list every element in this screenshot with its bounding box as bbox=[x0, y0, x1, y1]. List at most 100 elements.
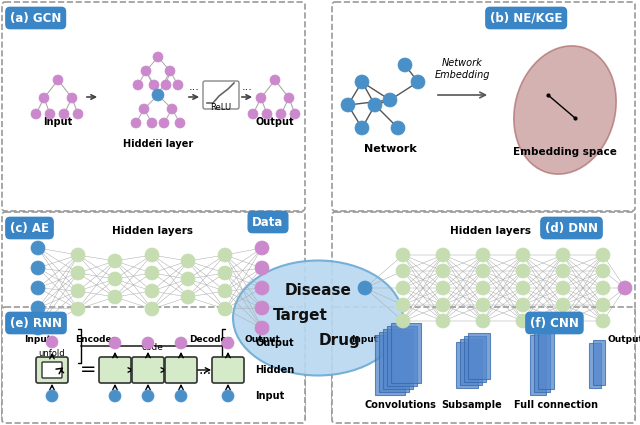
FancyBboxPatch shape bbox=[530, 335, 546, 395]
Circle shape bbox=[71, 302, 85, 316]
Circle shape bbox=[516, 264, 530, 278]
Text: Convolutions: Convolutions bbox=[364, 400, 436, 410]
Circle shape bbox=[165, 66, 175, 76]
FancyBboxPatch shape bbox=[468, 333, 490, 379]
Circle shape bbox=[71, 248, 85, 262]
Text: Hidden layers: Hidden layers bbox=[449, 226, 531, 236]
Circle shape bbox=[476, 264, 490, 278]
Circle shape bbox=[556, 248, 570, 262]
FancyBboxPatch shape bbox=[387, 326, 417, 386]
Circle shape bbox=[255, 281, 269, 295]
Text: Output: Output bbox=[244, 335, 280, 344]
Circle shape bbox=[341, 98, 355, 112]
Text: Subsample: Subsample bbox=[442, 400, 502, 410]
Circle shape bbox=[596, 248, 610, 262]
Circle shape bbox=[556, 264, 570, 278]
Circle shape bbox=[45, 109, 55, 119]
Circle shape bbox=[167, 104, 177, 114]
Text: (b) NE/KGE: (b) NE/KGE bbox=[490, 11, 563, 25]
Circle shape bbox=[596, 314, 610, 328]
Circle shape bbox=[31, 321, 45, 335]
Circle shape bbox=[71, 284, 85, 298]
Circle shape bbox=[181, 254, 195, 268]
Text: Hidden layers: Hidden layers bbox=[111, 226, 193, 236]
Circle shape bbox=[255, 321, 269, 335]
Text: Hidden layer: Hidden layer bbox=[123, 139, 193, 149]
Circle shape bbox=[516, 248, 530, 262]
Circle shape bbox=[175, 337, 187, 349]
Circle shape bbox=[109, 337, 121, 349]
Circle shape bbox=[396, 248, 410, 262]
Text: (c) AE: (c) AE bbox=[10, 221, 49, 235]
Circle shape bbox=[73, 109, 83, 119]
Text: (f) CNN: (f) CNN bbox=[530, 317, 579, 329]
FancyBboxPatch shape bbox=[332, 2, 635, 211]
Circle shape bbox=[142, 337, 154, 349]
Text: ...: ... bbox=[198, 363, 212, 377]
Circle shape bbox=[131, 118, 141, 128]
FancyBboxPatch shape bbox=[36, 357, 68, 383]
Circle shape bbox=[556, 314, 570, 328]
Circle shape bbox=[284, 93, 294, 103]
Circle shape bbox=[53, 75, 63, 85]
Text: Input: Input bbox=[255, 391, 284, 401]
Text: Target: Target bbox=[273, 308, 328, 323]
Circle shape bbox=[149, 80, 159, 90]
Text: ...: ... bbox=[241, 82, 252, 92]
Circle shape bbox=[175, 390, 187, 402]
Circle shape bbox=[222, 390, 234, 402]
Circle shape bbox=[39, 93, 49, 103]
FancyBboxPatch shape bbox=[42, 362, 62, 378]
Text: Input: Input bbox=[351, 335, 379, 344]
FancyBboxPatch shape bbox=[379, 332, 409, 392]
FancyBboxPatch shape bbox=[2, 212, 305, 421]
Circle shape bbox=[67, 93, 77, 103]
FancyBboxPatch shape bbox=[589, 343, 601, 388]
Circle shape bbox=[411, 75, 425, 89]
Circle shape bbox=[476, 248, 490, 262]
Circle shape bbox=[218, 302, 232, 316]
Text: Disease: Disease bbox=[285, 283, 351, 298]
Text: Output: Output bbox=[256, 117, 294, 127]
Circle shape bbox=[145, 302, 159, 316]
Circle shape bbox=[159, 118, 169, 128]
Circle shape bbox=[368, 98, 382, 112]
Text: ReLU: ReLU bbox=[211, 103, 232, 112]
Text: =: = bbox=[80, 360, 96, 380]
Circle shape bbox=[436, 281, 450, 295]
FancyBboxPatch shape bbox=[375, 335, 405, 395]
Circle shape bbox=[161, 80, 171, 90]
Circle shape bbox=[147, 118, 157, 128]
Text: Drug: Drug bbox=[319, 333, 361, 348]
Circle shape bbox=[276, 109, 286, 119]
Circle shape bbox=[436, 298, 450, 312]
FancyBboxPatch shape bbox=[383, 329, 413, 389]
FancyBboxPatch shape bbox=[534, 332, 550, 392]
Circle shape bbox=[71, 266, 85, 280]
Circle shape bbox=[145, 266, 159, 280]
Circle shape bbox=[396, 281, 410, 295]
Text: Embedding space: Embedding space bbox=[513, 147, 617, 157]
Circle shape bbox=[46, 336, 58, 348]
Circle shape bbox=[556, 281, 570, 295]
Ellipse shape bbox=[514, 46, 616, 174]
Circle shape bbox=[476, 298, 490, 312]
Text: Full connection: Full connection bbox=[514, 400, 598, 410]
FancyBboxPatch shape bbox=[99, 357, 131, 383]
Text: Input: Input bbox=[44, 117, 72, 127]
Circle shape bbox=[396, 264, 410, 278]
Text: Encoder: Encoder bbox=[76, 335, 116, 344]
Circle shape bbox=[290, 109, 300, 119]
Text: Data: Data bbox=[252, 215, 284, 229]
Circle shape bbox=[145, 248, 159, 262]
Text: Output: Output bbox=[607, 335, 640, 344]
FancyBboxPatch shape bbox=[332, 307, 635, 423]
FancyBboxPatch shape bbox=[132, 357, 164, 383]
Circle shape bbox=[108, 254, 122, 268]
Circle shape bbox=[153, 52, 163, 62]
Circle shape bbox=[383, 93, 397, 107]
Text: Input: Input bbox=[24, 335, 52, 344]
Circle shape bbox=[175, 118, 185, 128]
Circle shape bbox=[31, 109, 41, 119]
Circle shape bbox=[141, 66, 151, 76]
